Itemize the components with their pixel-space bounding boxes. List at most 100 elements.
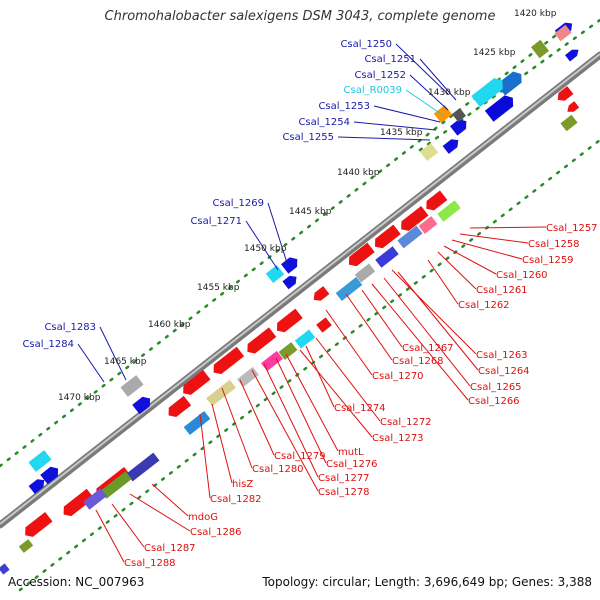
- forward-gene-label[interactable]: Csal_1271: [190, 216, 242, 227]
- reverse-gene-label[interactable]: Csal_1260: [496, 270, 548, 281]
- operon-gene-block[interactable]: [354, 263, 376, 283]
- reverse-gene[interactable]: [371, 224, 401, 252]
- reverse-gene[interactable]: [311, 286, 330, 304]
- operon-gene-block[interactable]: [100, 471, 132, 499]
- operon-gene-block[interactable]: [83, 488, 107, 510]
- forward-gene[interactable]: [28, 450, 52, 472]
- reverse-gene-label[interactable]: Csal_1286: [190, 527, 242, 538]
- operon-gene-block[interactable]: [397, 225, 423, 249]
- reverse-gene[interactable]: [179, 370, 211, 398]
- label-leader-line: [419, 58, 457, 101]
- reverse-gene[interactable]: [423, 190, 448, 213]
- forward-gene[interactable]: [471, 75, 506, 107]
- forward-gene[interactable]: [265, 264, 285, 284]
- reverse-gene-label[interactable]: Csal_1259: [522, 255, 574, 266]
- forward-gene[interactable]: [484, 92, 517, 122]
- reverse-gene-label[interactable]: Csal_1287: [144, 543, 196, 554]
- operon-gene-block[interactable]: [375, 246, 399, 268]
- reverse-gene[interactable]: [555, 86, 574, 104]
- reverse-gene-label[interactable]: Csal_1266: [468, 396, 520, 407]
- forward-gene[interactable]: [496, 68, 525, 96]
- reverse-gene[interactable]: [165, 395, 192, 420]
- forward-gene-label[interactable]: Csal_1252: [354, 70, 406, 81]
- label-leader-line: [95, 509, 125, 563]
- forward-gene[interactable]: [40, 464, 62, 485]
- reverse-gene-label[interactable]: Csal_1268: [392, 356, 444, 367]
- kbp-tick-label: 1465 kbp: [104, 357, 147, 367]
- reverse-gene[interactable]: [397, 206, 429, 234]
- forward-gene-label[interactable]: Csal_1251: [364, 54, 416, 65]
- reverse-gene[interactable]: [560, 114, 578, 132]
- reverse-gene[interactable]: [60, 488, 95, 519]
- kbp-tick-label: 1455 kbp: [197, 283, 240, 293]
- reverse-gene[interactable]: [210, 346, 245, 377]
- forward-gene[interactable]: [451, 107, 467, 123]
- reverse-gene-label[interactable]: mdoG: [188, 512, 218, 523]
- reverse-gene-label[interactable]: hisZ: [232, 479, 253, 490]
- reverse-gene-label[interactable]: Csal_1274: [334, 403, 386, 414]
- reverse-gene-label[interactable]: Csal_1263: [476, 350, 528, 361]
- reverse-gene-label[interactable]: Csal_1261: [476, 285, 528, 296]
- forward-gene[interactable]: [565, 47, 581, 62]
- forward-gene[interactable]: [120, 375, 144, 397]
- reverse-gene-label[interactable]: Csal_1267: [402, 343, 454, 354]
- forward-gene-label[interactable]: Csal_1283: [44, 322, 96, 333]
- reverse-gene-label[interactable]: Csal_1264: [478, 366, 530, 377]
- operon-gene-block[interactable]: [294, 329, 316, 349]
- reverse-gene-label[interactable]: Csal_1276: [326, 459, 378, 470]
- kbp-tick-label: 1430 kbp: [428, 88, 471, 98]
- forward-gene[interactable]: [281, 254, 301, 274]
- label-leader-line: [211, 403, 233, 484]
- operon-gene-block[interactable]: [261, 350, 283, 372]
- operon-gene-block[interactable]: [437, 200, 461, 222]
- reverse-gene-label[interactable]: Csal_1278: [318, 487, 370, 498]
- reverse-gene-label[interactable]: Csal_1280: [252, 464, 304, 475]
- operon-gene-block[interactable]: [335, 277, 363, 301]
- forward-gene[interactable]: [530, 39, 550, 59]
- operon-gene-block[interactable]: [126, 452, 160, 482]
- operon-gene-block[interactable]: [183, 411, 211, 435]
- reverse-gene[interactable]: [244, 327, 277, 356]
- label-leader-line: [437, 251, 477, 290]
- forward-gene-label[interactable]: Csal_1255: [282, 132, 334, 143]
- reverse-gene-label[interactable]: Csal_1258: [528, 239, 580, 250]
- reverse-gene-label[interactable]: Csal_1272: [380, 417, 432, 428]
- forward-gene-label[interactable]: Csal_1253: [318, 101, 370, 112]
- forward-gene[interactable]: [282, 273, 299, 290]
- reverse-gene-label[interactable]: Csal_1273: [372, 433, 424, 444]
- reverse-gene-label[interactable]: Csal_1279: [274, 451, 326, 462]
- forward-gene[interactable]: [28, 476, 48, 494]
- reverse-gene[interactable]: [21, 512, 53, 540]
- forward-gene-label[interactable]: Csal_1254: [298, 117, 350, 128]
- reverse-gene-label[interactable]: Csal_1270: [372, 371, 424, 382]
- reverse-gene[interactable]: [565, 101, 580, 115]
- forward-gene-label[interactable]: Csal_1284: [22, 339, 74, 350]
- forward-gene[interactable]: [450, 116, 470, 136]
- reverse-gene-label[interactable]: Csal_1288: [124, 558, 176, 569]
- label-leader-line: [151, 483, 189, 517]
- operon-gene-block[interactable]: [18, 539, 34, 553]
- forward-gene[interactable]: [554, 24, 572, 42]
- forward-gene[interactable]: [419, 142, 439, 162]
- reverse-gene-label[interactable]: Csal_1257: [546, 223, 598, 234]
- reverse-gene-label[interactable]: Csal_1262: [458, 300, 510, 311]
- operon-gene-block[interactable]: [316, 317, 332, 333]
- operon-gene-block[interactable]: [278, 342, 298, 360]
- operon-gene-block[interactable]: [206, 379, 236, 407]
- reverse-gene[interactable]: [273, 308, 303, 336]
- forward-gene-label[interactable]: Csal_1269: [212, 198, 264, 209]
- forward-gene[interactable]: [132, 394, 154, 415]
- forward-gene[interactable]: [442, 136, 462, 154]
- operon-gene-block[interactable]: [418, 216, 438, 234]
- reverse-gene-label[interactable]: Csal_1265: [470, 382, 522, 393]
- forward-gene-label[interactable]: Csal_1250: [340, 39, 392, 50]
- reverse-gene-label[interactable]: Csal_1282: [210, 494, 262, 505]
- label-leader-line: [361, 289, 403, 348]
- reverse-gene-label[interactable]: Csal_1277: [318, 473, 370, 484]
- forward-gene[interactable]: [433, 104, 453, 124]
- forward-gene-label[interactable]: Csal_R0039: [344, 85, 403, 96]
- label-leader-line: [345, 293, 393, 361]
- operon-gene-block[interactable]: [0, 563, 10, 575]
- reverse-gene[interactable]: [345, 242, 375, 270]
- reverse-gene-label[interactable]: mutL: [338, 447, 364, 458]
